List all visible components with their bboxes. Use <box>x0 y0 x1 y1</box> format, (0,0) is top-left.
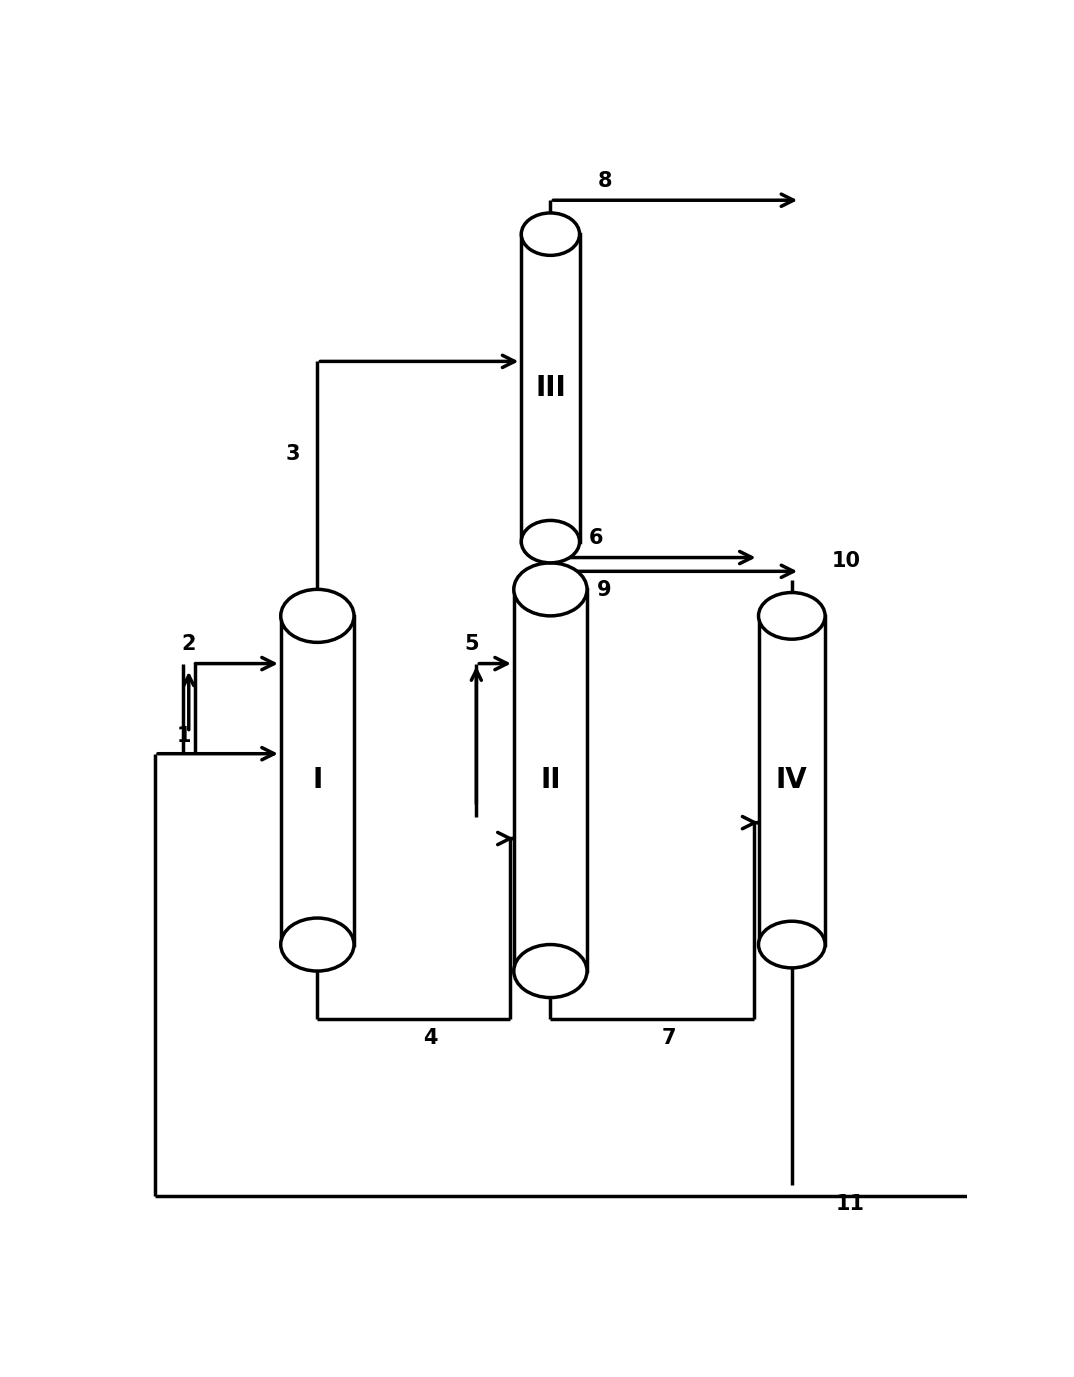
Bar <box>280 616 354 945</box>
Bar <box>513 589 587 971</box>
Ellipse shape <box>280 589 354 642</box>
Text: 10: 10 <box>831 551 860 570</box>
Text: III: III <box>535 375 566 402</box>
Text: 6: 6 <box>589 529 604 548</box>
Text: 4: 4 <box>423 1027 437 1048</box>
Bar <box>758 616 825 945</box>
Text: 1: 1 <box>177 726 191 746</box>
Text: IV: IV <box>775 766 808 795</box>
Text: 5: 5 <box>465 635 479 654</box>
Bar <box>521 234 580 541</box>
Ellipse shape <box>513 945 587 997</box>
Text: II: II <box>540 766 561 795</box>
Ellipse shape <box>280 918 354 971</box>
Ellipse shape <box>513 563 587 616</box>
Text: 11: 11 <box>836 1194 865 1215</box>
Ellipse shape <box>521 521 580 563</box>
Text: 8: 8 <box>597 171 612 191</box>
Text: 3: 3 <box>285 445 300 464</box>
Ellipse shape <box>521 213 580 255</box>
Text: I: I <box>313 766 322 795</box>
Ellipse shape <box>758 921 825 968</box>
Text: 2: 2 <box>182 635 195 654</box>
Ellipse shape <box>758 592 825 639</box>
Text: 7: 7 <box>662 1027 677 1048</box>
Text: 9: 9 <box>597 581 612 600</box>
